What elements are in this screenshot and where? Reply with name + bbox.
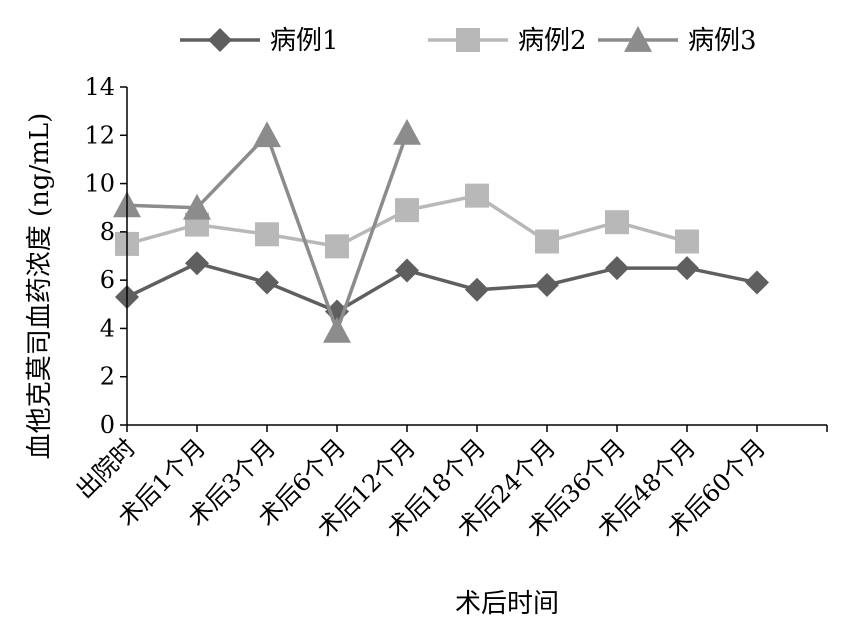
y-tick-label: 0 <box>100 411 115 439</box>
data-point <box>325 234 349 259</box>
data-point <box>605 256 629 281</box>
data-point <box>465 183 489 208</box>
data-point <box>323 316 351 343</box>
data-point <box>535 272 559 297</box>
x-axis-ticks: 出院时术后1个月术后3个月术后6个月术后12个月术后18个月术后24个月术后36… <box>71 425 828 543</box>
legend-marker <box>456 28 480 52</box>
data-point <box>605 210 629 235</box>
y-tick-label: 8 <box>100 218 115 246</box>
data-point <box>393 118 421 145</box>
y-tick-label: 14 <box>84 73 115 101</box>
y-tick-label: 10 <box>84 170 115 198</box>
legend-label: 病例2 <box>518 26 587 56</box>
legend-label: 病例3 <box>688 26 757 56</box>
legend-marker <box>208 28 232 52</box>
data-point <box>745 270 769 295</box>
y-tick-label: 2 <box>100 363 115 391</box>
data-point <box>675 256 699 281</box>
data-point <box>395 198 419 223</box>
data-point <box>395 258 419 283</box>
data-point <box>255 270 279 295</box>
data-point <box>675 229 699 254</box>
data-point <box>255 222 279 247</box>
data-point <box>535 229 559 254</box>
y-tick-label: 4 <box>100 314 115 342</box>
x-axis-title: 术后时间 <box>455 589 559 619</box>
series-2 <box>115 183 699 259</box>
data-point <box>253 121 281 148</box>
data-point <box>183 193 211 220</box>
y-axis-title: 血他克莫司血药浓度 (ng/mL) <box>25 113 55 460</box>
y-tick-label: 6 <box>100 266 115 294</box>
legend-marker <box>624 26 652 52</box>
series-1 <box>115 251 769 324</box>
y-axis-ticks: 0 2 4 6 8 10 12 14 <box>84 73 127 439</box>
data-point <box>465 277 489 302</box>
series-line <box>126 261 758 314</box>
legend-label: 病例1 <box>270 26 339 56</box>
legend: 病例1 病例2 病例3 <box>180 26 757 56</box>
y-tick-label: 12 <box>84 121 115 149</box>
series-layer <box>113 118 769 343</box>
data-point <box>185 251 209 276</box>
